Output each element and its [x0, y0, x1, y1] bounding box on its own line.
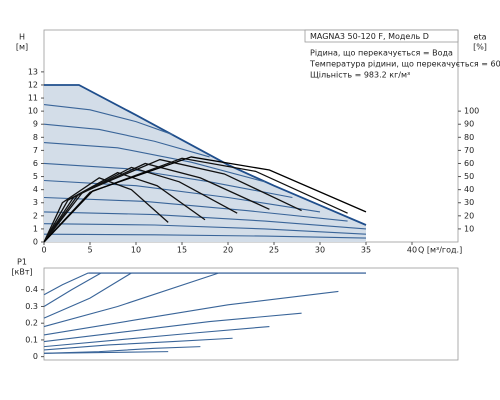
curve — [43, 272, 219, 328]
curve — [43, 123, 210, 158]
y-tick-label: 12 — [28, 80, 38, 89]
curve — [43, 171, 206, 243]
y-label: [кВт] — [11, 268, 32, 277]
y-tick-label: 5 — [33, 172, 38, 181]
curve — [43, 141, 265, 183]
x-tick-label: 0 — [41, 246, 46, 255]
curve — [43, 157, 348, 243]
y-tick-label: 0.2 — [25, 319, 38, 328]
curve — [43, 337, 233, 351]
curve — [43, 162, 270, 243]
y-tick-label: 0.4 — [25, 285, 38, 294]
annotation: Щільність = 983.2 кг/м³ — [310, 71, 410, 80]
curve — [43, 223, 367, 235]
y2-tick-label: 30 — [464, 198, 474, 207]
y2-tick-label: 90 — [464, 120, 474, 129]
x-label: Q [м³/год.] — [418, 246, 462, 255]
y2-tick-label: 50 — [464, 172, 474, 181]
curve — [43, 177, 169, 243]
y2-tick-label: 60 — [464, 159, 474, 168]
plot-area — [43, 267, 459, 361]
x-tick-label: 5 — [87, 246, 92, 255]
y-tick-label: 0 — [33, 352, 38, 361]
annotation: Температура рідини, що перекачується = 6… — [309, 60, 500, 69]
curve — [44, 84, 367, 226]
y-label: [м] — [16, 43, 28, 52]
curve — [43, 272, 89, 296]
x-tick-label: 25 — [269, 246, 279, 255]
y2-label: eta — [474, 33, 487, 42]
y-tick-label: 2 — [33, 211, 38, 220]
curve — [43, 196, 348, 222]
curve — [43, 156, 367, 243]
curve — [43, 166, 238, 243]
y2-tick-label: 80 — [464, 133, 474, 142]
annotation: Рідина, що перекачується = Вода — [310, 49, 453, 58]
model-box — [304, 29, 459, 43]
y-label: H — [19, 33, 25, 42]
y-tick-label: 9 — [33, 120, 38, 129]
y-tick-label: 13 — [28, 67, 38, 76]
y-tick-label: 0 — [33, 238, 38, 247]
curve — [43, 179, 321, 213]
curve — [43, 272, 132, 319]
x-tick-label: 35 — [361, 246, 371, 255]
model-title: MAGNA3 50-120 F, Модель D — [310, 32, 429, 41]
y-tick-label: 6 — [33, 159, 38, 168]
y2-tick-label: 70 — [464, 146, 474, 155]
x-tick-label: 15 — [177, 246, 187, 255]
y-tick-label: 11 — [28, 94, 38, 103]
y-tick-label: 1 — [33, 224, 38, 233]
curve — [43, 233, 367, 239]
y-tick-label: 8 — [33, 133, 38, 142]
y-tick-label: 7 — [33, 146, 38, 155]
y-tick-label: 4 — [33, 185, 38, 194]
curve — [43, 312, 302, 343]
x-tick-label: 20 — [223, 246, 233, 255]
curve — [43, 351, 169, 354]
y2-tick-label: 10 — [464, 224, 474, 233]
curve — [43, 272, 102, 307]
curve — [43, 104, 173, 136]
curve — [43, 158, 302, 243]
y2-tick-label: 100 — [464, 107, 479, 116]
y-label: P1 — [17, 258, 27, 267]
curve — [43, 162, 293, 199]
x-tick-label: 30 — [315, 246, 325, 255]
x-tick-label: 10 — [131, 246, 141, 255]
y-tick-label: 0.3 — [25, 302, 38, 311]
y-tick-label: 3 — [33, 198, 38, 207]
y2-label: [%] — [473, 43, 487, 52]
y-tick-label: 10 — [28, 107, 38, 116]
y-tick-label: 0.1 — [25, 335, 38, 344]
y2-tick-label: 40 — [464, 185, 474, 194]
curve — [43, 325, 270, 348]
curve — [43, 290, 339, 336]
y2-tick-label: 20 — [464, 211, 474, 220]
x-tick-label: 40 — [407, 246, 417, 255]
curve — [43, 211, 367, 230]
